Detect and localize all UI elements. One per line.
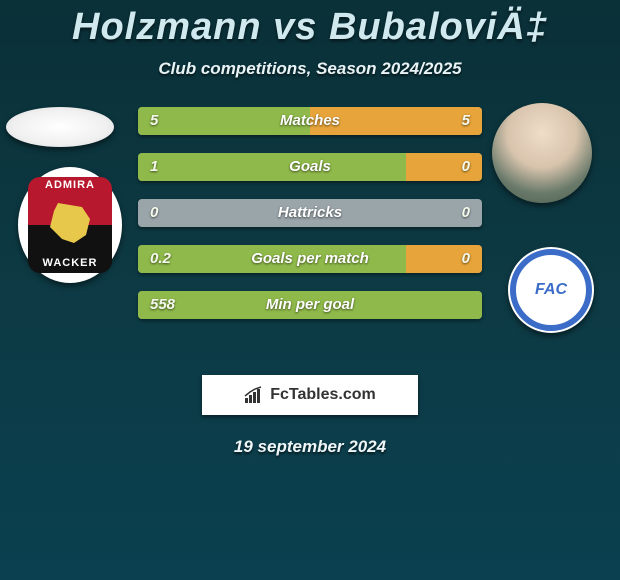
stat-row: 0.2Goals per match0 [138,245,482,273]
player-right-avatar [492,103,592,203]
stat-right-value: 0 [462,245,470,273]
stat-label: Min per goal [138,291,482,319]
club-right-logo: FAC [508,247,594,333]
griffin-icon [50,203,90,243]
footer-attribution: FcTables.com [202,375,418,415]
club-left-logo: ADMIRA WACKER [18,167,122,283]
club-right-logo-inner: FAC [510,249,592,331]
club-left-logo-top-text: ADMIRA [45,179,95,191]
comparison-area: ADMIRA WACKER FAC 5Matches51Goals00Hattr… [0,107,620,357]
stat-row: 558Min per goal [138,291,482,319]
subtitle: Club competitions, Season 2024/2025 [0,59,620,79]
stat-bars: 5Matches51Goals00Hattricks00.2Goals per … [138,107,482,337]
player-left-avatar [6,107,114,147]
footer-text: FcTables.com [270,386,376,404]
stat-label: Goals [138,153,482,181]
club-left-logo-bottom-text: WACKER [43,257,98,269]
stat-right-value: 5 [462,107,470,135]
stat-right-value: 0 [462,199,470,227]
stat-row: 1Goals0 [138,153,482,181]
stat-row: 0Hattricks0 [138,199,482,227]
stat-row: 5Matches5 [138,107,482,135]
club-left-logo-inner: ADMIRA WACKER [28,177,112,273]
stat-label: Goals per match [138,245,482,273]
date-text: 19 september 2024 [0,437,620,457]
chart-icon [244,386,266,404]
page-title: Holzmann vs BubaloviÄ‡ [0,6,620,49]
club-right-logo-text: FAC [535,281,567,299]
stat-label: Hattricks [138,199,482,227]
stat-label: Matches [138,107,482,135]
stat-right-value: 0 [462,153,470,181]
